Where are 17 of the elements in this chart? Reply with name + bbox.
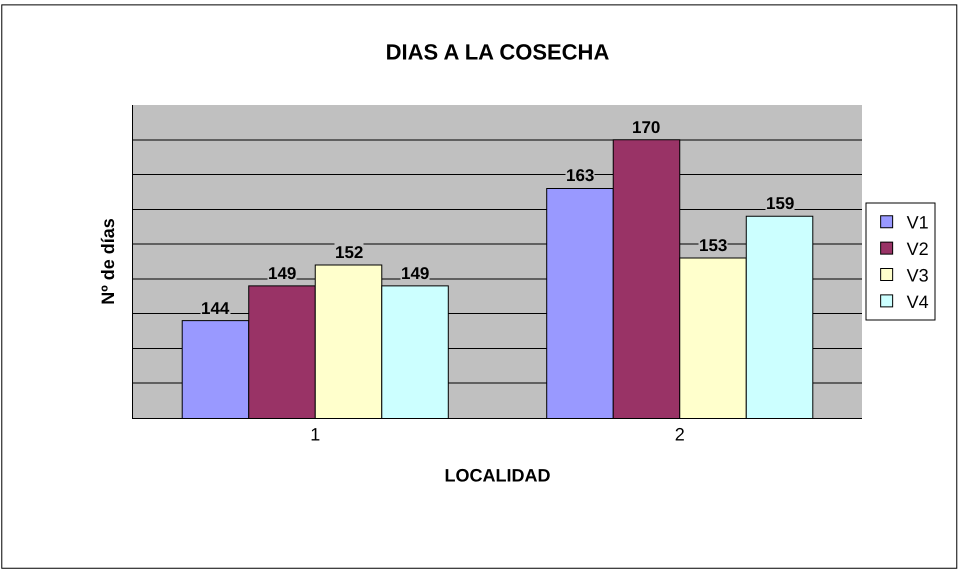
data-label: 163 <box>566 166 594 185</box>
legend-label: V4 <box>906 292 929 312</box>
data-label: 144 <box>201 299 230 318</box>
data-label: 170 <box>632 118 660 137</box>
data-label: 149 <box>401 264 430 283</box>
x-tick-label: 1 <box>310 424 320 445</box>
chart-title: DIAS A LA COSECHA <box>386 39 610 64</box>
data-label: 149 <box>268 264 296 283</box>
data-label: 152 <box>335 243 364 262</box>
y-axis-title: Nº de días <box>98 218 118 305</box>
legend-label: V1 <box>906 212 929 233</box>
x-axis-title: LOCALIDAD <box>444 466 550 486</box>
x-tick-label: 2 <box>674 424 685 445</box>
data-label: 159 <box>766 194 794 213</box>
data-label: 153 <box>699 236 728 255</box>
legend-label: V3 <box>906 266 929 286</box>
legend-label: V2 <box>906 239 929 260</box>
